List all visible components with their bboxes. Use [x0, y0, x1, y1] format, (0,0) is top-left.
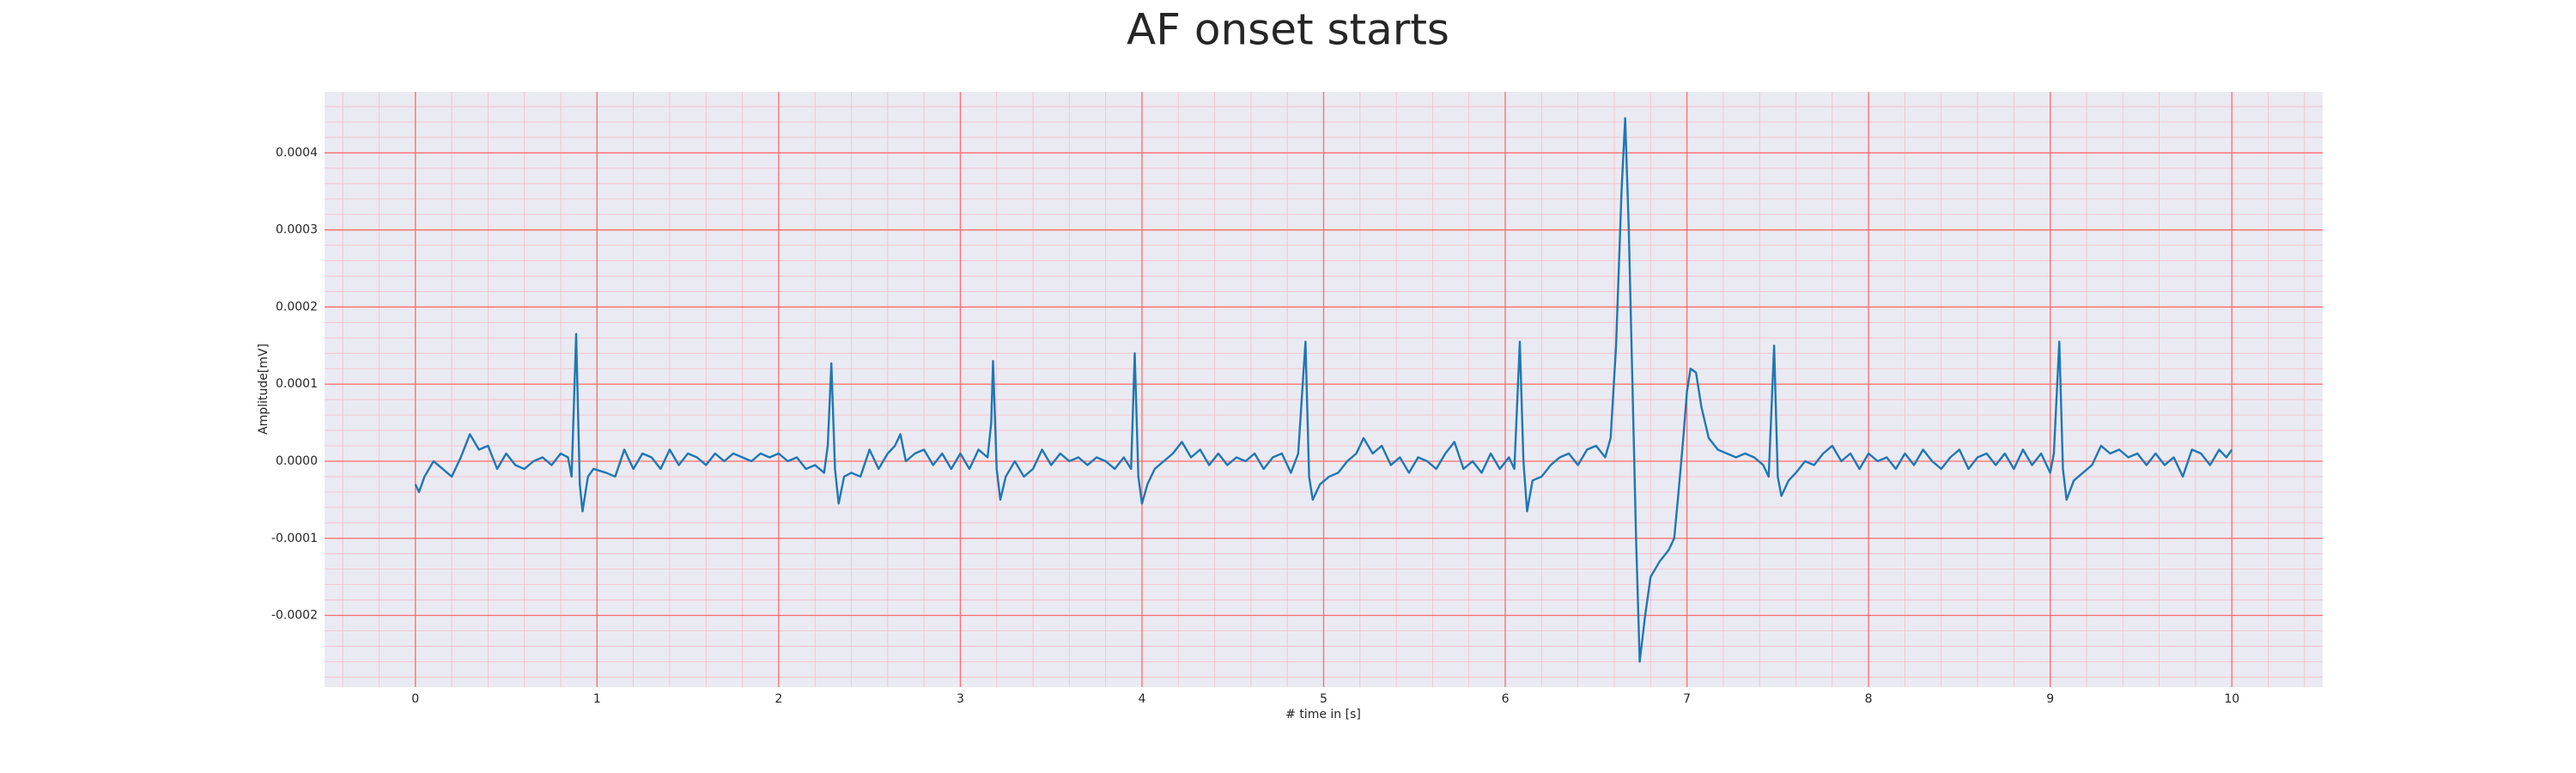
x-tick-label: 6: [1502, 692, 1510, 706]
x-axis-label: # time in [s]: [1285, 708, 1361, 721]
x-tick-label: 4: [1138, 692, 1145, 706]
x-tick-label: 0: [411, 692, 419, 706]
x-tick-label: 2: [775, 692, 782, 706]
y-tick-label: 0.0002: [276, 300, 318, 313]
chart-title: AF onset starts: [1127, 5, 1449, 55]
x-tick-label: 3: [957, 692, 964, 706]
y-axis-label: Amplitude[mV]: [257, 344, 270, 435]
signal-line: [414, 117, 2233, 663]
y-tick-label: 0.0003: [276, 223, 318, 237]
x-tick-label: 9: [2046, 692, 2054, 706]
x-tick-label: 7: [1683, 692, 1691, 706]
x-tick-label: 1: [593, 692, 601, 706]
x-tick-label: 5: [1320, 692, 1327, 706]
y-tick-label: -0.0001: [271, 532, 318, 545]
y-tick-label: 0.0004: [276, 146, 318, 160]
y-tick-label: 0.0000: [276, 454, 318, 468]
x-tick-label: 10: [2224, 692, 2239, 706]
y-tick-label: -0.0002: [271, 609, 318, 623]
x-tick-label: 8: [1865, 692, 1873, 706]
y-tick-label: 0.0001: [276, 377, 318, 391]
